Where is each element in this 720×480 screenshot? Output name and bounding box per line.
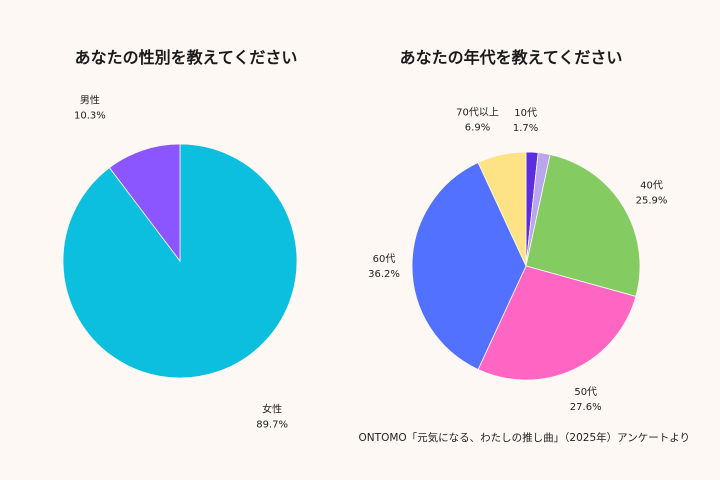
gender-slice-label: 男性 xyxy=(80,94,100,107)
age-slice-label: 60代 xyxy=(373,253,396,265)
gender-pie-chart: あなたの性別を教えてください 女性 89.7% 男性 10.3% xyxy=(62,48,298,431)
age-chart-title: あなたの年代を教えてください xyxy=(400,48,623,67)
gender-pie-slices xyxy=(62,143,298,379)
age-slice-value-label: 27.6% xyxy=(570,402,602,413)
age-slice-value-label: 36.2% xyxy=(368,269,400,280)
age-slice-2 xyxy=(525,154,641,297)
age-slice-label: 10代 xyxy=(514,107,537,119)
age-pie-labels: 10代 1.7% 40代 25.9% 50代 27.6% 60代 36.2% 70代以上 6.9% xyxy=(368,106,667,413)
gender-slice-value-label: 89.7% xyxy=(256,420,288,431)
gender-pie-labels: 女性 89.7% 男性 10.3% xyxy=(74,94,288,431)
age-slice-4 xyxy=(411,162,527,370)
age-slice-5 xyxy=(477,151,527,267)
gender-slice-label: 女性 xyxy=(262,403,282,416)
gender-chart-title: あなたの性別を教えてください xyxy=(75,48,298,67)
age-slice-value-label: 1.7% xyxy=(513,123,538,134)
age-slice-label: 70代以上 xyxy=(456,106,499,118)
age-slice-3 xyxy=(477,265,637,381)
age-slice-value-label: 6.9% xyxy=(465,122,490,133)
age-slice-label: 40代 xyxy=(640,180,663,192)
age-pie-slices xyxy=(411,151,641,381)
age-slice-value-label: 25.9% xyxy=(636,196,668,207)
source-note: ONTOMO「元気になる、わたしの推し曲」（2025年）アンケートより xyxy=(358,432,690,444)
gender-slice-1 xyxy=(108,143,181,263)
age-pie-chart: あなたの年代を教えてください 10代 1.7% 40代 25.9% 50代 27.6% 60… xyxy=(368,48,667,413)
gender-slice-value-label: 10.3% xyxy=(74,111,106,122)
age-slice-label: 50代 xyxy=(574,386,597,398)
